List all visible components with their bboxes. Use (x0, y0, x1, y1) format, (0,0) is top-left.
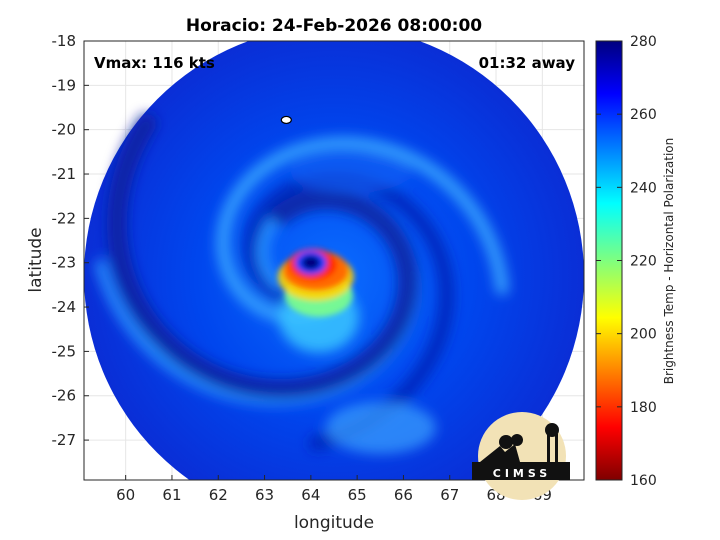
y-axis-label: latitude (26, 227, 46, 292)
x-tick-label-66: 66 (394, 486, 413, 504)
logo-tower-leg (555, 434, 558, 462)
cimss-logo: CIMSS (472, 412, 570, 500)
axes-frame (83, 40, 585, 481)
colorbar-tick-label-240: 240 (630, 180, 657, 196)
colorbar-tick-label-160: 160 (630, 473, 657, 489)
logo-text: CIMSS (493, 467, 551, 480)
vmax-annotation: Vmax: 116 kts (94, 54, 215, 72)
colorbar-tick-label-260: 260 (630, 107, 657, 123)
logo-base (472, 462, 570, 480)
y-tick-label--27: -27 (52, 431, 77, 449)
y-tick-label--24: -24 (52, 298, 77, 316)
y-axis-ticks: -18 -19 -20 -21 -22 -23 -24 -25 -26 -27 (52, 32, 89, 449)
colorbar-label: Brightness Temp - Horizontal Polarizatio… (662, 138, 676, 385)
logo-tower (547, 434, 550, 462)
band-outer-dark (106, 113, 419, 400)
eye (301, 255, 320, 270)
y-tick-label--20: -20 (52, 121, 77, 139)
time-away-annotation: 01:32 away (479, 54, 576, 72)
logo-tower-tank (545, 423, 559, 437)
x-tick-label-63: 63 (255, 486, 274, 504)
x-tick-label-62: 62 (209, 486, 228, 504)
x-tick-label-67: 67 (440, 486, 459, 504)
y-tick-label--26: -26 (52, 387, 77, 405)
x-tick-label-64: 64 (301, 486, 320, 504)
y-tick-label--23: -23 (52, 254, 77, 272)
colorbar-tick-label-180: 180 (630, 400, 657, 416)
cold-patch-north (290, 152, 411, 193)
y-tick-label--19: -19 (52, 76, 77, 94)
x-axis-label: longitude (294, 513, 374, 533)
warm-patch-southeast (325, 401, 436, 454)
y-tick-label--22: -22 (52, 209, 77, 227)
colorbar-tick-label-200: 200 (630, 327, 657, 343)
chart-title: Horacio: 24-Feb-2026 08:00:00 (186, 16, 482, 36)
x-tick-label-60: 60 (116, 486, 135, 504)
colorbar-tick-label-220: 220 (630, 254, 657, 270)
y-tick-label--25: -25 (52, 342, 77, 360)
x-tick-label-65: 65 (348, 486, 367, 504)
brightness-temperature-swath (84, 41, 584, 480)
small-warm-cell (280, 115, 292, 125)
storm-core (277, 248, 354, 317)
y-tick-label--21: -21 (52, 165, 77, 183)
colorbar-tick-label-280: 280 (630, 34, 657, 50)
y-tick-label--18: -18 (52, 32, 77, 50)
x-tick-label-61: 61 (162, 486, 181, 504)
logo-dish-head (499, 435, 513, 449)
band-outer-light (216, 136, 510, 325)
logo-dish-head-2 (511, 434, 523, 446)
colorbar-ticks: 160 180 200 220 240 260 280 (596, 34, 657, 489)
logo-satellite-dish (480, 444, 520, 462)
